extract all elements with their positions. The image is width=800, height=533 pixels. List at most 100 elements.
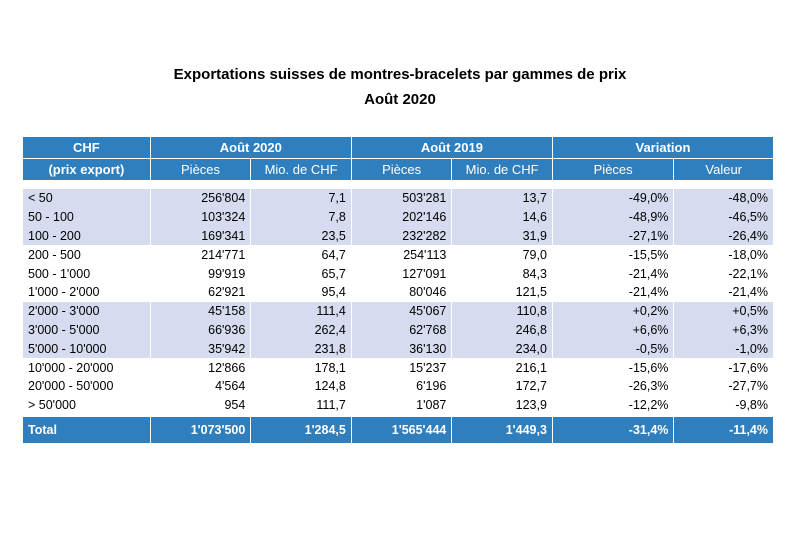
cell-range: 2'000 - 3'000 (22, 301, 151, 321)
total-cell-range: Total (22, 414, 151, 443)
cell-range: 200 - 500 (22, 245, 151, 265)
cell-v2020: 124,8 (250, 376, 352, 396)
cell-range: 100 - 200 (22, 226, 151, 246)
cell-v2019: 13,7 (451, 189, 553, 208)
cell-varv: -46,5% (673, 207, 774, 227)
cell-p2019: 503'281 (350, 189, 453, 208)
cell-varp: -21,4% (551, 282, 675, 302)
cell-range: > 50'000 (22, 395, 151, 416)
cell-v2020: 111,4 (250, 301, 352, 321)
cell-v2020: 7,1 (250, 189, 352, 208)
cell-p2020: 45'158 (149, 301, 252, 321)
cell-varp: +6,6% (551, 320, 675, 340)
cell-varp: -12,2% (551, 395, 675, 416)
cell-p2020: 35'942 (149, 339, 252, 359)
cell-varp: -15,5% (551, 245, 675, 265)
cell-varv: -18,0% (673, 245, 774, 265)
table-row: < 50 256'804 7,1 503'281 13,7 -49,0% -48,0% (22, 189, 774, 208)
header-mio-2020: Mio. de CHF (250, 158, 352, 181)
header-group-2019: Août 2019 (350, 136, 553, 159)
total-row: Total 1'073'500 1'284,5 1'565'444 1'449,3 -31… (22, 414, 774, 443)
cell-range: 500 - 1'000 (22, 264, 151, 283)
total-cell-varp: -31,4% (551, 414, 675, 443)
header-chf: CHF (22, 136, 151, 159)
cell-range: 10'000 - 20'000 (22, 358, 151, 377)
header-var-valeur: Valeur (673, 158, 774, 181)
cell-p2020: 214'771 (149, 245, 252, 265)
cell-p2020: 169'341 (149, 226, 252, 246)
cell-p2020: 66'936 (149, 320, 252, 340)
header-prix-export: (prix export) (22, 158, 151, 181)
cell-v2019: 246,8 (451, 320, 553, 340)
cell-varv: +6,3% (673, 320, 774, 340)
cell-varp: -15,6% (551, 358, 675, 377)
total-cell-v2020: 1'284,5 (250, 414, 352, 443)
cell-varp: -48,9% (551, 207, 675, 227)
header-var-pieces: Pièces (551, 158, 675, 181)
cell-v2020: 23,5 (250, 226, 352, 246)
cell-varp: -27,1% (551, 226, 675, 246)
cell-p2019: 232'282 (350, 226, 453, 246)
cell-v2019: 14,6 (451, 207, 553, 227)
cell-p2019: 6'196 (350, 376, 453, 396)
cell-range: 3'000 - 5'000 (22, 320, 151, 340)
document-title: Exportations suisses de montres-bracelet… (173, 66, 627, 83)
table-row: 50 - 100 103'324 7,8 202'146 14,6 -48,9% -46,5… (22, 207, 774, 227)
cell-p2020: 99'919 (149, 264, 252, 283)
cell-p2020: 62'921 (149, 282, 252, 302)
table-spacer (22, 180, 774, 189)
cell-range: 5'000 - 10'000 (22, 339, 151, 359)
cell-v2019: 234,0 (451, 339, 553, 359)
table-row: > 50'000 954 111,7 1'087 123,9 -12,2% -9,8% (22, 395, 774, 416)
cell-v2020: 262,4 (250, 320, 352, 340)
cell-v2019: 110,8 (451, 301, 553, 321)
table-row: 100 - 200 169'341 23,5 232'282 31,9 -27,1% -26… (22, 226, 774, 246)
total-cell-v2019: 1'449,3 (451, 414, 553, 443)
cell-varv: -48,0% (673, 189, 774, 208)
table-row: 500 - 1'000 99'919 65,7 127'091 84,3 -21,4% -2… (22, 264, 774, 283)
cell-v2020: 111,7 (250, 395, 352, 416)
price-range-table: CHF Août 2020 Août 2019 Variation (prix … (22, 136, 775, 443)
cell-v2019: 172,7 (451, 376, 553, 396)
total-cell-varv: -11,4% (673, 414, 774, 443)
cell-v2020: 231,8 (250, 339, 352, 359)
cell-range: < 50 (22, 189, 151, 208)
cell-p2019: 15'237 (350, 358, 453, 377)
table-row: 2'000 - 3'000 45'158 111,4 45'067 110,8 +0,2%… (22, 301, 774, 321)
cell-v2019: 123,9 (451, 395, 553, 416)
cell-varp: -21,4% (551, 264, 675, 283)
cell-varp: +0,2% (551, 301, 675, 321)
cell-varv: -9,8% (673, 395, 774, 416)
cell-p2019: 62'768 (350, 320, 453, 340)
cell-v2020: 64,7 (250, 245, 352, 265)
cell-p2019: 1'087 (350, 395, 453, 416)
cell-p2019: 45'067 (350, 301, 453, 321)
header-group-2020: Août 2020 (149, 136, 352, 159)
cell-range: 50 - 100 (22, 207, 151, 227)
cell-v2019: 79,0 (451, 245, 553, 265)
table-row: 200 - 500 214'771 64,7 254'113 79,0 -15,5% -18… (22, 245, 774, 265)
cell-p2019: 254'113 (350, 245, 453, 265)
cell-varp: -26,3% (551, 376, 675, 396)
cell-varp: -49,0% (551, 189, 675, 208)
cell-p2019: 80'046 (350, 282, 453, 302)
cell-varv: -17,6% (673, 358, 774, 377)
table-row: 3'000 - 5'000 66'936 262,4 62'768 246,8 +6,6%… (22, 320, 774, 340)
cell-p2019: 202'146 (350, 207, 453, 227)
cell-varv: +0,5% (673, 301, 774, 321)
cell-p2019: 36'130 (350, 339, 453, 359)
header-group-variation: Variation (551, 136, 775, 159)
cell-varp: -0,5% (551, 339, 675, 359)
header-pieces-2020: Pièces (149, 158, 252, 181)
cell-p2020: 4'564 (149, 376, 252, 396)
cell-varv: -22,1% (673, 264, 774, 283)
cell-p2020: 256'804 (149, 189, 252, 208)
cell-v2020: 95,4 (250, 282, 352, 302)
cell-p2020: 12'866 (149, 358, 252, 377)
cell-v2019: 216,1 (451, 358, 553, 377)
cell-p2020: 103'324 (149, 207, 252, 227)
table-row: 5'000 - 10'000 35'942 231,8 36'130 234,0 -0,5… (22, 339, 774, 359)
cell-v2019: 31,9 (451, 226, 553, 246)
cell-p2020: 954 (149, 395, 252, 416)
document-subtitle: Août 2020 (364, 91, 436, 108)
